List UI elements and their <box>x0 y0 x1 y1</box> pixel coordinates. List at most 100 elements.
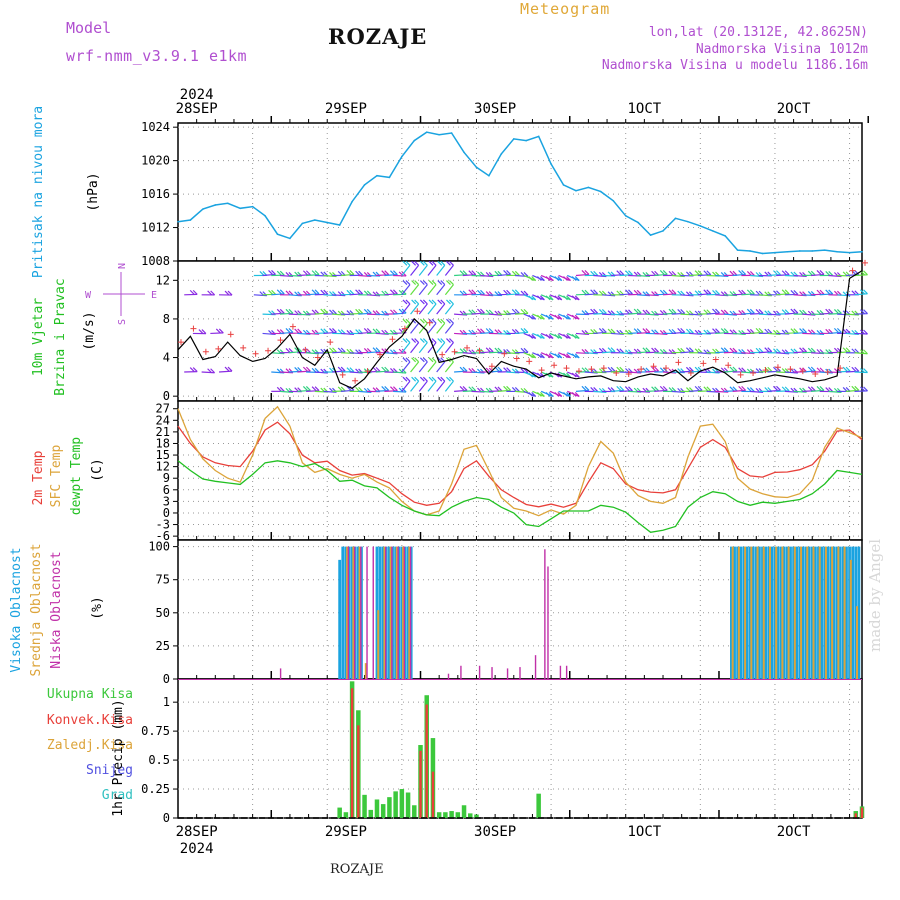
wind-barb <box>297 313 311 316</box>
wind-barb <box>575 273 589 277</box>
wind-barb-flag <box>557 276 563 281</box>
cloud-bar <box>781 546 784 679</box>
wind-barb-flag <box>449 280 454 286</box>
wind-barb <box>793 294 807 297</box>
pressure-point <box>226 202 229 205</box>
wind-gust-marker <box>538 367 545 374</box>
temp-unit: (C) <box>90 458 105 481</box>
wind-barb-flag <box>471 270 477 276</box>
precip-bar <box>350 688 354 818</box>
wind-barb-flag <box>863 270 868 276</box>
wind-barb <box>654 389 668 392</box>
wind-barb <box>210 332 224 335</box>
wind-barb-flag <box>566 276 571 281</box>
wind-barb-flag <box>802 309 808 315</box>
wind-barb <box>436 342 446 354</box>
wind-gust-marker <box>663 365 670 372</box>
pressure-point <box>724 235 726 237</box>
wind-barb-flag <box>686 328 691 334</box>
wind-barb-flag <box>863 368 868 374</box>
wind-barb-flag <box>428 357 434 363</box>
wind-barb <box>201 371 215 374</box>
pressure-point <box>251 205 254 208</box>
wind-barb-flag <box>557 295 563 301</box>
cloud-bar <box>837 546 840 679</box>
wind-barb <box>845 332 859 335</box>
wind-barb <box>758 294 772 297</box>
cloud-bar <box>820 546 823 679</box>
wind-barb-flag <box>332 347 337 353</box>
cloud-bar <box>773 546 777 679</box>
wind-barb <box>671 274 685 278</box>
wind-barb-flag <box>539 295 545 301</box>
cloud-bar <box>565 665 568 679</box>
temperature-frame <box>177 400 863 541</box>
mid-cloud-label: Srednja Oblacnost <box>29 543 44 676</box>
wind-barb <box>723 294 737 297</box>
wind-barb <box>427 342 437 354</box>
wind-barb <box>619 274 633 277</box>
wind-barb-flag <box>574 353 580 359</box>
model-altitude-label: Nadmorska Visina u modelu 1186.16m <box>601 58 868 73</box>
wind-barb-flag <box>531 334 537 339</box>
y-tick-label: 0.5 <box>148 753 170 767</box>
cloud-bar <box>402 546 405 679</box>
wind-barb-flag <box>477 289 482 295</box>
pressure-point <box>823 249 826 251</box>
wind-barb-flag <box>189 289 195 295</box>
wind-barb-flag <box>428 299 434 305</box>
cloud-bar <box>770 546 774 679</box>
wind-barb <box>462 352 476 355</box>
wind-barb-flag <box>419 280 425 286</box>
pressure-point <box>836 251 838 253</box>
wind-barb-flag <box>523 272 529 277</box>
wind-barb-flag <box>422 280 428 286</box>
wind-barb-flag <box>523 327 529 333</box>
wind-barb-flag <box>755 327 761 333</box>
wind-barb-flag <box>590 328 596 334</box>
y-tick-label: -6 <box>156 529 170 543</box>
wind-barb-flag <box>340 386 346 392</box>
wind-barb-flag <box>268 289 273 295</box>
wind-barb-flag <box>288 328 294 333</box>
wind-barb-flag <box>405 260 411 266</box>
wind-barb <box>732 332 746 336</box>
wind-barb-flag <box>271 289 276 295</box>
y-tick-label: 15 <box>156 448 170 462</box>
wind-barb-flag <box>758 290 764 296</box>
pressure-point <box>687 220 689 223</box>
wind-barb <box>628 312 642 315</box>
wind-barb <box>393 293 407 296</box>
cloud-bar <box>394 546 398 679</box>
wind-barb <box>427 361 437 373</box>
wind-barb-flag <box>593 270 599 276</box>
wind-barb-flag <box>477 328 482 334</box>
wind-barb-flag <box>514 387 520 392</box>
wind-barb <box>810 332 825 336</box>
wind-barb-flag <box>668 270 674 276</box>
wind-barb <box>845 389 859 392</box>
wind-gust-marker <box>613 370 620 376</box>
wind-barb <box>697 293 711 296</box>
y-tick-label: 0 <box>163 811 170 825</box>
wind-barb-flag <box>574 314 580 320</box>
wind-gust-marker <box>327 339 334 346</box>
wind-barb-flag <box>494 270 500 276</box>
pressure-point <box>512 138 515 140</box>
wind-barb-flag <box>446 280 451 286</box>
wind-barb-flag <box>671 289 677 295</box>
wind-barb-flag <box>528 314 534 320</box>
altitude-label: Nadmorska Visina 1012m <box>695 42 868 57</box>
cloud-bar <box>758 546 761 679</box>
pressure-point <box>376 174 378 177</box>
wind-barb-flag <box>459 270 465 276</box>
wind-barb-flag <box>773 366 778 372</box>
wind-barb-flag <box>828 308 834 314</box>
wind-gust-marker <box>464 344 471 351</box>
pressure-point <box>749 250 751 252</box>
wind-barb-flag <box>616 348 622 354</box>
wind-barb-flag <box>279 289 285 295</box>
wind-barb-flag <box>654 347 660 353</box>
cloud-bar <box>826 546 830 679</box>
wind-barb <box>427 380 437 392</box>
